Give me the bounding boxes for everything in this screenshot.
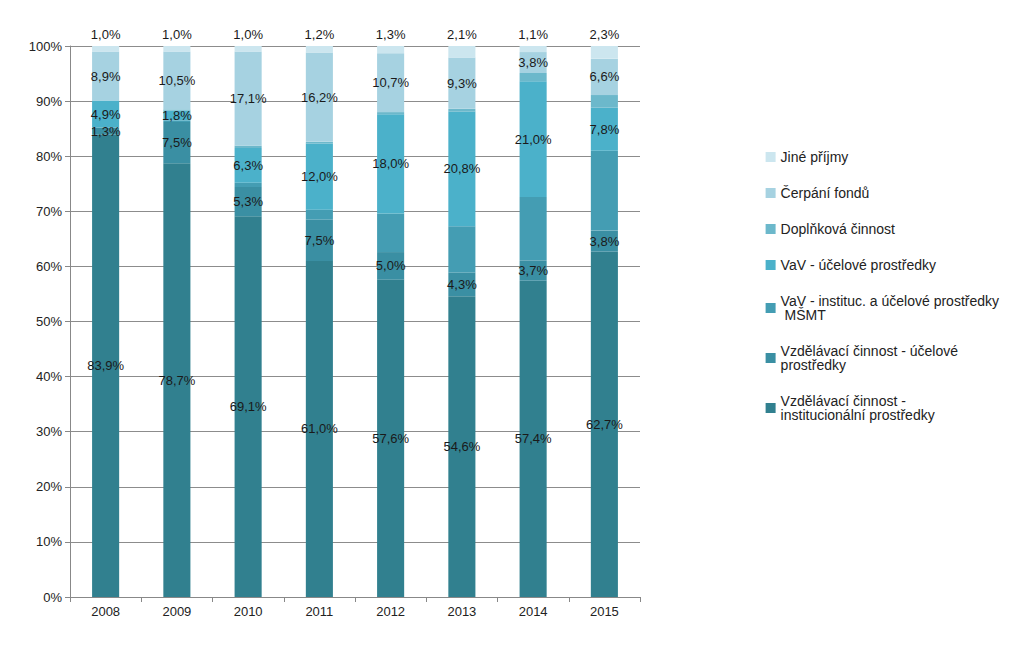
svg-text:2012: 2012 xyxy=(376,604,405,619)
svg-text:3,8%: 3,8% xyxy=(590,234,620,249)
svg-text:1,3%: 1,3% xyxy=(376,27,406,42)
svg-text:1,1%: 1,1% xyxy=(518,27,548,42)
svg-text:4,9%: 4,9% xyxy=(91,107,121,122)
svg-text:VaV - účelové prostředky: VaV - účelové prostředky xyxy=(781,257,936,273)
svg-text:6,6%: 6,6% xyxy=(590,69,620,84)
svg-text:8,9%: 8,9% xyxy=(91,69,121,84)
svg-text:institucionální prostředky: institucionální prostředky xyxy=(781,407,935,423)
svg-text:7,5%: 7,5% xyxy=(162,135,192,150)
svg-text:5,0%: 5,0% xyxy=(376,258,406,273)
svg-text:21,0%: 21,0% xyxy=(515,132,552,147)
svg-text:2015: 2015 xyxy=(590,604,619,619)
svg-text:1,8%: 1,8% xyxy=(162,108,192,123)
svg-text:3,7%: 3,7% xyxy=(518,263,548,278)
svg-text:7,5%: 7,5% xyxy=(305,233,335,248)
svg-text:2013: 2013 xyxy=(447,604,476,619)
svg-text:80%: 80% xyxy=(36,149,62,164)
svg-text:1,3%: 1,3% xyxy=(91,124,121,139)
svg-text:1,0%: 1,0% xyxy=(162,27,192,42)
svg-text:60%: 60% xyxy=(36,259,62,274)
svg-text:Vzdělávací činnost - účelové: Vzdělávací činnost - účelové xyxy=(780,343,962,359)
svg-text:2,1%: 2,1% xyxy=(447,27,477,42)
svg-text:18,0%: 18,0% xyxy=(372,156,409,171)
svg-text:100%: 100% xyxy=(29,39,63,54)
svg-text:1,0%: 1,0% xyxy=(91,27,121,42)
svg-text:83,9%: 83,9% xyxy=(87,358,124,373)
svg-text:2011: 2011 xyxy=(305,604,333,619)
svg-text:78,7%: 78,7% xyxy=(158,373,195,388)
svg-text:Vzdělávací činnost -: Vzdělávací činnost - xyxy=(780,393,910,409)
svg-text:5,3%: 5,3% xyxy=(233,194,263,209)
svg-text:Doplňková činnost: Doplňková činnost xyxy=(781,221,896,237)
svg-text:MŠMT: MŠMT xyxy=(781,307,827,323)
svg-text:70%: 70% xyxy=(36,204,62,219)
svg-text:4,3%: 4,3% xyxy=(447,277,477,292)
svg-text:2009: 2009 xyxy=(162,604,191,619)
svg-text:54,6%: 54,6% xyxy=(443,439,480,454)
svg-text:16,2%: 16,2% xyxy=(301,90,338,105)
svg-text:2008: 2008 xyxy=(91,604,120,619)
svg-text:VaV - instituc. a účelové pros: VaV - instituc. a účelové prostředky xyxy=(780,293,999,309)
svg-text:30%: 30% xyxy=(36,424,62,439)
svg-text:1,0%: 1,0% xyxy=(233,27,263,42)
svg-text:10,7%: 10,7% xyxy=(372,75,409,90)
svg-text:10%: 10% xyxy=(36,534,62,549)
svg-text:20%: 20% xyxy=(36,479,62,494)
svg-text:90%: 90% xyxy=(36,94,62,109)
svg-text:40%: 40% xyxy=(36,369,62,384)
svg-text:2010: 2010 xyxy=(234,604,263,619)
svg-text:0%: 0% xyxy=(43,590,62,605)
svg-text:12,0%: 12,0% xyxy=(301,169,338,184)
svg-text:50%: 50% xyxy=(36,314,62,329)
svg-text:57,4%: 57,4% xyxy=(515,431,552,446)
svg-text:9,3%: 9,3% xyxy=(447,76,477,91)
svg-text:61,0%: 61,0% xyxy=(301,421,338,436)
svg-text:2,3%: 2,3% xyxy=(590,27,620,42)
svg-text:2014: 2014 xyxy=(519,604,548,619)
svg-text:1,2%: 1,2% xyxy=(305,27,335,42)
svg-text:Jiné příjmy: Jiné příjmy xyxy=(781,149,849,165)
svg-text:7,8%: 7,8% xyxy=(590,122,620,137)
svg-text:20,8%: 20,8% xyxy=(443,161,480,176)
svg-text:69,1%: 69,1% xyxy=(230,399,267,414)
svg-text:57,6%: 57,6% xyxy=(372,431,409,446)
svg-text:prostředky: prostředky xyxy=(781,357,846,373)
svg-text:62,7%: 62,7% xyxy=(586,417,623,432)
svg-text:6,3%: 6,3% xyxy=(233,158,263,173)
svg-text:17,1%: 17,1% xyxy=(230,91,267,106)
svg-text:10,5%: 10,5% xyxy=(158,73,195,88)
svg-text:3,8%: 3,8% xyxy=(518,55,548,70)
svg-text:Čerpání fondů: Čerpání fondů xyxy=(781,185,870,201)
